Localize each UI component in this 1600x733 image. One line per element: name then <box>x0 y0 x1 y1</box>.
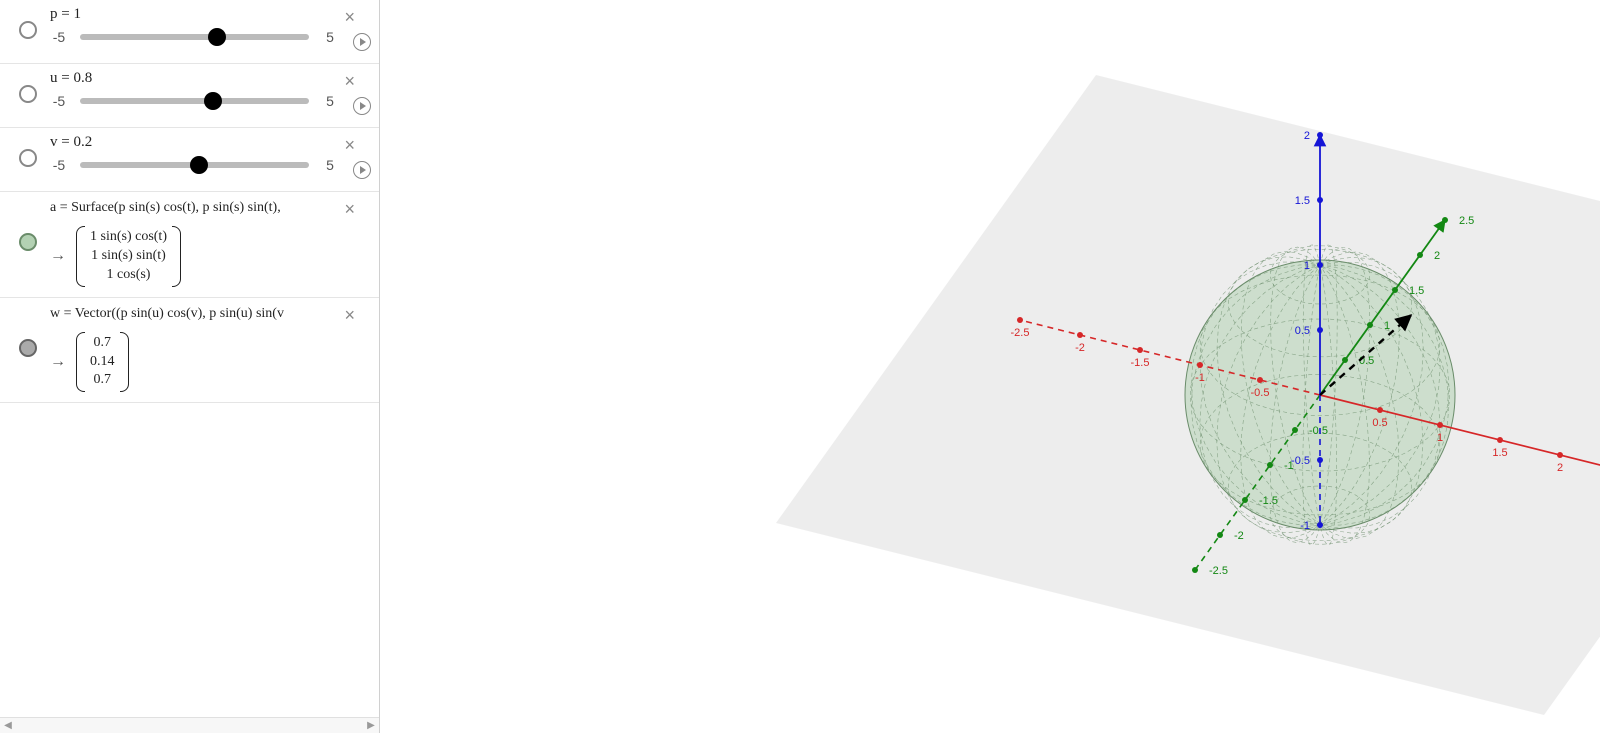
svg-text:0.5: 0.5 <box>1372 417 1387 429</box>
svg-text:-2.5: -2.5 <box>1011 327 1030 339</box>
visibility-toggle-p[interactable] <box>19 21 37 39</box>
svg-text:2: 2 <box>1304 130 1310 142</box>
play-button-v[interactable] <box>353 161 371 179</box>
svg-text:1.5: 1.5 <box>1409 285 1424 297</box>
algebra-panel: p = 1 -5 5 × u = 0.8 -5 <box>0 0 380 733</box>
slider-min-p: -5 <box>50 29 68 45</box>
surface-matrix: 1 sin(s) cos(t) 1 sin(s) sin(t) 1 cos(s) <box>76 226 181 287</box>
visibility-toggle-w[interactable] <box>19 339 37 357</box>
svg-text:1: 1 <box>1437 432 1443 444</box>
graphics-3d-view[interactable]: -2.5-2-1.5-1-0.50.511.522.53-2.5-2-1.5-1… <box>380 0 1600 733</box>
slider-label-v: v = 0.2 <box>50 134 339 151</box>
svg-text:-1: -1 <box>1300 520 1310 532</box>
svg-text:-2: -2 <box>1234 530 1244 542</box>
slider-row-u: u = 0.8 -5 5 × <box>0 64 379 128</box>
slider-max-p: 5 <box>321 29 339 45</box>
play-button-u[interactable] <box>353 97 371 115</box>
slider-label-p: p = 1 <box>50 6 339 23</box>
svg-text:1.5: 1.5 <box>1492 447 1507 459</box>
svg-text:1: 1 <box>1304 260 1310 272</box>
svg-text:2: 2 <box>1434 250 1440 262</box>
horizontal-scrollbar[interactable]: ◀ ▶ <box>0 717 379 733</box>
svg-text:-0.5: -0.5 <box>1309 425 1328 437</box>
play-button-p[interactable] <box>353 33 371 51</box>
slider-max-v: 5 <box>321 157 339 173</box>
scroll-left-icon[interactable]: ◀ <box>0 718 16 733</box>
slider-track-u[interactable] <box>80 98 309 104</box>
svg-text:1.5: 1.5 <box>1295 195 1310 207</box>
slider-thumb-u[interactable] <box>204 92 222 110</box>
surface-definition: a = Surface(p sin(s) cos(t), p sin(s) si… <box>50 200 339 216</box>
slider-label-u: u = 0.8 <box>50 70 339 87</box>
svg-text:-2: -2 <box>1075 342 1085 354</box>
close-icon[interactable]: × <box>344 200 355 218</box>
slider-thumb-p[interactable] <box>208 28 226 46</box>
svg-text:0.5: 0.5 <box>1359 355 1374 367</box>
close-icon[interactable]: × <box>344 306 355 324</box>
svg-text:-1: -1 <box>1195 372 1205 384</box>
visibility-toggle-v[interactable] <box>19 149 37 167</box>
svg-text:-0.5: -0.5 <box>1291 455 1310 467</box>
svg-text:1: 1 <box>1384 320 1390 332</box>
slider-min-v: -5 <box>50 157 68 173</box>
slider-row-v: v = 0.2 -5 5 × <box>0 128 379 192</box>
slider-max-u: 5 <box>321 93 339 109</box>
slider-min-u: -5 <box>50 93 68 109</box>
svg-text:2: 2 <box>1557 462 1563 474</box>
visibility-toggle-a[interactable] <box>19 233 37 251</box>
scroll-right-icon[interactable]: ▶ <box>363 718 379 733</box>
svg-text:2.5: 2.5 <box>1459 215 1474 227</box>
svg-text:-0.5: -0.5 <box>1251 387 1270 399</box>
svg-text:0.5: 0.5 <box>1295 325 1310 337</box>
vector-definition: w = Vector((p sin(u) cos(v), p sin(u) si… <box>50 306 339 322</box>
maps-to-icon: → <box>50 353 66 371</box>
slider-track-p[interactable] <box>80 34 309 40</box>
close-icon[interactable]: × <box>344 136 355 154</box>
close-icon[interactable]: × <box>344 8 355 26</box>
vector-matrix: 0.7 0.14 0.7 <box>76 332 129 393</box>
object-row-vector: w = Vector((p sin(u) cos(v), p sin(u) si… <box>0 298 379 404</box>
svg-text:-1.5: -1.5 <box>1131 357 1150 369</box>
visibility-toggle-u[interactable] <box>19 85 37 103</box>
close-icon[interactable]: × <box>344 72 355 90</box>
slider-row-p: p = 1 -5 5 × <box>0 0 379 64</box>
svg-text:-2.5: -2.5 <box>1209 565 1228 577</box>
slider-thumb-v[interactable] <box>190 156 208 174</box>
svg-text:-1.5: -1.5 <box>1259 495 1278 507</box>
algebra-rows: p = 1 -5 5 × u = 0.8 -5 <box>0 0 379 717</box>
slider-track-v[interactable] <box>80 162 309 168</box>
maps-to-icon: → <box>50 247 66 265</box>
object-row-surface: a = Surface(p sin(s) cos(t), p sin(s) si… <box>0 192 379 298</box>
